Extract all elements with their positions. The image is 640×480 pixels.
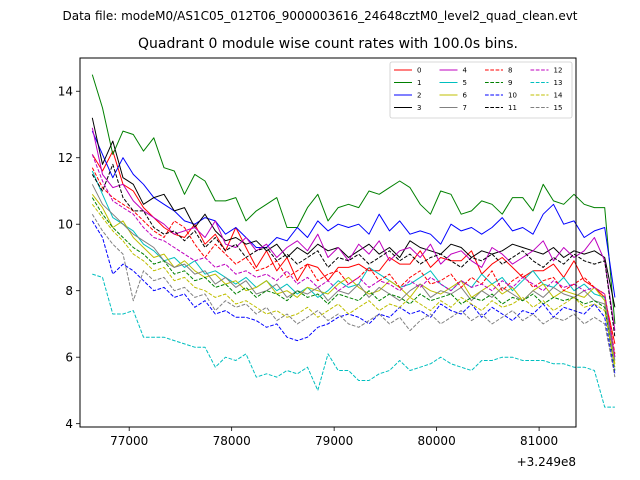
legend-label-5: 5 (463, 79, 467, 87)
axes-frame (79, 57, 577, 428)
x-tick-label: 78000 (213, 434, 251, 448)
legend-label-4: 4 (463, 67, 468, 75)
y-tick-label: 14 (58, 85, 73, 99)
series-line-3 (91, 117, 616, 308)
legend-label-9: 9 (508, 79, 512, 87)
x-axis: 77000 78000 79000 80000 81000 (110, 427, 558, 448)
legend-label-11: 11 (508, 104, 517, 112)
y-axis: 4 6 8 10 12 14 (58, 85, 80, 431)
y-tick-label: 6 (65, 351, 73, 365)
series-line-1 (91, 74, 616, 324)
series-line-2 (91, 130, 616, 298)
series-line-6 (91, 193, 616, 364)
x-axis-offset-label: +3.249e8 (517, 455, 576, 469)
y-tick-label: 4 (65, 417, 73, 431)
series-line-12 (91, 154, 616, 358)
y-tick-label: 8 (65, 284, 73, 298)
legend-label-12: 12 (554, 67, 563, 75)
x-tick-label: 79000 (315, 434, 353, 448)
legend-label-8: 8 (508, 67, 512, 75)
legend-label-2: 2 (417, 92, 421, 100)
legend-label-10: 10 (508, 92, 517, 100)
series-line-7 (91, 184, 616, 361)
legend-label-14: 14 (554, 92, 563, 100)
series-line-5 (91, 170, 616, 358)
legend-label-13: 13 (554, 79, 563, 87)
plot-area (91, 74, 616, 408)
legend-box (389, 61, 573, 119)
legend-label-1: 1 (417, 79, 421, 87)
series-line-11 (91, 163, 616, 338)
legend-label-15: 15 (554, 104, 563, 112)
legend-label-0: 0 (417, 67, 421, 75)
x-tick-label: 77000 (110, 434, 148, 448)
y-tick-label: 10 (58, 218, 73, 232)
y-tick-label: 12 (58, 151, 73, 165)
series-line-9 (91, 197, 616, 371)
chart-title: Quadrant 0 module wise count rates with … (138, 36, 518, 52)
series-line-15 (91, 213, 616, 378)
legend-label-3: 3 (417, 104, 421, 112)
x-tick-label: 80000 (418, 434, 456, 448)
series-line-13 (92, 273, 615, 408)
legend-label-7: 7 (463, 104, 467, 112)
x-tick-label: 81000 (520, 434, 558, 448)
series-line-10 (91, 220, 616, 374)
legend-label-6: 6 (463, 92, 468, 100)
series-line-14 (91, 203, 616, 368)
figure-suptitle: Data file: modeM0/AS1C05_012T06_90000036… (62, 9, 577, 23)
series-line-4 (91, 127, 616, 331)
